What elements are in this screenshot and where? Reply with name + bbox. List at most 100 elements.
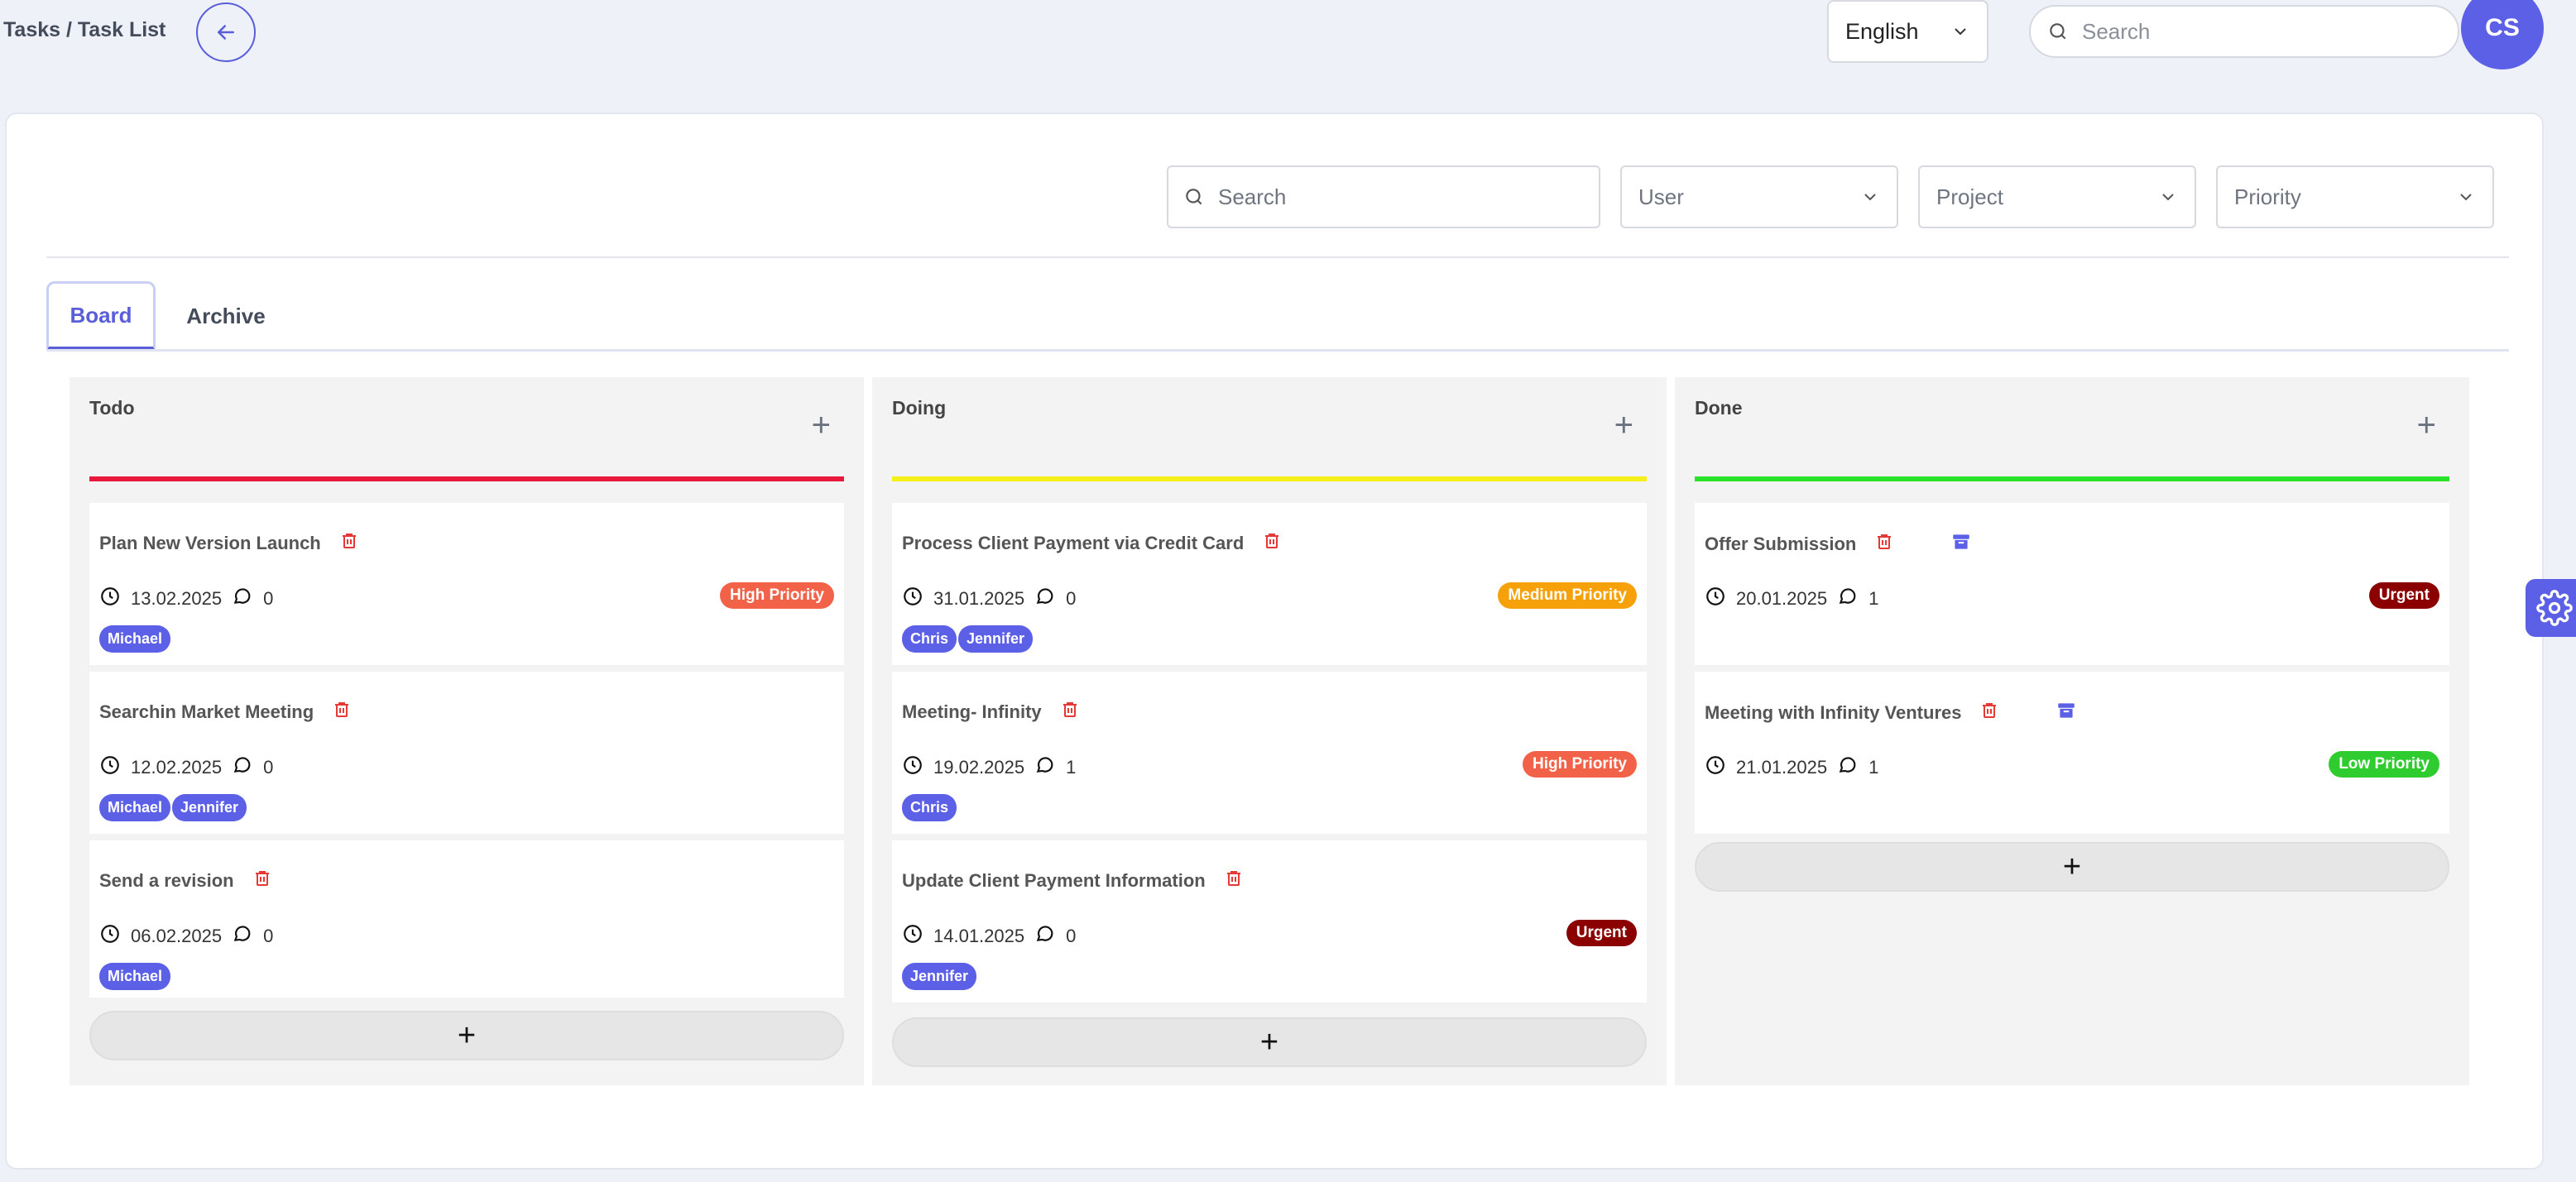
task-title[interactable]: Meeting with Infinity Ventures <box>1705 702 1962 723</box>
trash-icon[interactable] <box>252 869 272 893</box>
kanban-column: Doing + Process Client Payment via Credit … <box>872 377 1667 1085</box>
task-card[interactable]: Plan New Version Launch 13.02.2025 0 High P… <box>89 503 844 665</box>
settings-button[interactable] <box>2526 579 2576 637</box>
comment-icon <box>1034 754 1056 781</box>
priority-filter-select[interactable]: Priority <box>2216 165 2494 228</box>
tab-board[interactable]: Board <box>46 281 156 351</box>
filters-divider <box>46 256 2509 258</box>
comment-count: 1 <box>1868 757 1879 778</box>
task-title[interactable]: Update Client Payment Information <box>902 870 1206 891</box>
task-title[interactable]: Meeting- Infinity <box>902 701 1042 722</box>
archive-icon[interactable] <box>1950 531 1972 558</box>
tab-archive[interactable]: Archive <box>186 303 266 328</box>
task-card[interactable]: Meeting- Infinity 19.02.2025 1 High Priorit… <box>892 672 1647 834</box>
add-task-button[interactable]: + <box>1614 407 1633 443</box>
assignee-tag[interactable]: Chris <box>902 794 957 821</box>
comment-count: 0 <box>263 588 274 609</box>
task-card[interactable]: Offer Submission 20.01.2025 1 Urgent <box>1695 503 2449 665</box>
assignee-tag[interactable]: Jennifer <box>902 963 977 990</box>
clock-icon <box>902 923 923 950</box>
column-color-bar <box>89 476 844 481</box>
trash-icon[interactable] <box>1979 701 1999 725</box>
task-title-row: Send a revision <box>99 869 272 893</box>
top-search-input[interactable]: Search <box>2029 5 2459 58</box>
task-meta: 31.01.2025 0 <box>902 586 1076 612</box>
assignee-tags: Chris Jennifer <box>902 625 1034 653</box>
trash-icon[interactable] <box>1060 700 1080 725</box>
clock-icon <box>99 586 121 612</box>
top-search-placeholder: Search <box>2082 18 2151 44</box>
add-task-button[interactable]: + <box>2416 407 2436 443</box>
task-title[interactable]: Offer Submission <box>1705 534 1857 554</box>
chevron-down-icon <box>2162 194 2174 201</box>
project-filter-select[interactable]: Project <box>1918 165 2196 228</box>
task-title-row: Plan New Version Launch <box>99 531 359 556</box>
task-card[interactable]: Meeting with Infinity Ventures 21.01.2025… <box>1695 672 2449 834</box>
task-title-row: Meeting- Infinity <box>902 700 1080 725</box>
chevron-down-icon <box>1864 194 1876 201</box>
assignee-tag[interactable]: Michael <box>99 625 171 653</box>
column-title: Done <box>1695 397 1743 419</box>
add-card-button[interactable]: + <box>892 1017 1647 1067</box>
task-title-row: Offer Submission <box>1705 531 1972 558</box>
column-color-bar <box>1695 476 2449 481</box>
gear-icon <box>2536 590 2573 626</box>
task-date: 31.01.2025 <box>933 588 1025 609</box>
clock-icon <box>99 754 121 781</box>
priority-badge: Urgent <box>2368 582 2439 609</box>
tabs-underline <box>46 349 2509 352</box>
search-icon <box>2050 23 2066 40</box>
assignee-tags: Jennifer <box>902 963 977 990</box>
breadcrumb: Tasks / Task List <box>3 18 166 41</box>
comment-count: 1 <box>1066 757 1077 778</box>
assignee-tags: Chris <box>902 794 957 821</box>
add-task-button[interactable]: + <box>811 407 831 443</box>
comment-icon <box>232 754 253 781</box>
trash-icon[interactable] <box>1262 531 1282 556</box>
assignee-tag[interactable]: Michael <box>99 963 171 990</box>
trash-icon[interactable] <box>332 700 352 725</box>
avatar[interactable]: CS <box>2461 0 2544 69</box>
assignee-tag[interactable]: Chris <box>902 625 957 653</box>
filter-search-placeholder: Search <box>1218 184 1287 209</box>
trash-icon[interactable] <box>1224 869 1244 893</box>
priority-badge: Low Priority <box>2329 751 2439 778</box>
archive-icon[interactable] <box>2056 700 2077 726</box>
clock-icon <box>902 586 923 612</box>
trash-icon[interactable] <box>1874 532 1894 557</box>
assignee-tag[interactable]: Jennifer <box>172 794 247 821</box>
priority-badge: Medium Priority <box>1498 582 1637 609</box>
task-card[interactable]: Update Client Payment Information 14.01.2… <box>892 840 1647 1003</box>
task-title[interactable]: Plan New Version Launch <box>99 533 321 553</box>
user-filter-select[interactable]: User <box>1620 165 1898 228</box>
task-title-row: Update Client Payment Information <box>902 869 1244 893</box>
language-label: English <box>1845 18 1919 44</box>
priority-badge: Urgent <box>1566 920 1637 946</box>
task-meta: 20.01.2025 1 <box>1705 586 1878 612</box>
task-title[interactable]: Process Client Payment via Credit Card <box>902 533 1245 553</box>
column-color-bar <box>892 476 1647 481</box>
comment-count: 0 <box>263 757 274 778</box>
comment-icon <box>1034 586 1056 612</box>
chevron-down-icon <box>1955 28 1966 36</box>
add-card-button[interactable]: + <box>89 1011 844 1060</box>
comment-icon <box>232 586 253 612</box>
language-select[interactable]: English <box>1827 0 1988 63</box>
assignee-tag[interactable]: Jennifer <box>958 625 1034 653</box>
task-card[interactable]: Send a revision 06.02.2025 0 Michael <box>89 840 844 998</box>
task-card[interactable]: Process Client Payment via Credit Card 31… <box>892 503 1647 665</box>
priority-badge: High Priority <box>1522 751 1637 778</box>
task-date: 21.01.2025 <box>1736 757 1828 778</box>
task-meta: 21.01.2025 1 <box>1705 754 1878 781</box>
task-card[interactable]: Searchin Market Meeting 12.02.2025 0 Michae… <box>89 672 844 834</box>
task-title[interactable]: Send a revision <box>99 870 234 891</box>
kanban-column: Done + Offer Submission 20.01.2025 1 Urgent Me… <box>1675 377 2469 1085</box>
comment-icon <box>1034 923 1056 950</box>
task-title[interactable]: Searchin Market Meeting <box>99 701 314 722</box>
trash-icon[interactable] <box>339 531 359 556</box>
back-button[interactable] <box>196 2 256 62</box>
assignee-tag[interactable]: Michael <box>99 794 171 821</box>
filter-search-input[interactable]: Search <box>1167 165 1600 228</box>
task-meta: 13.02.2025 0 <box>99 586 273 612</box>
add-card-button[interactable]: + <box>1695 842 2449 892</box>
